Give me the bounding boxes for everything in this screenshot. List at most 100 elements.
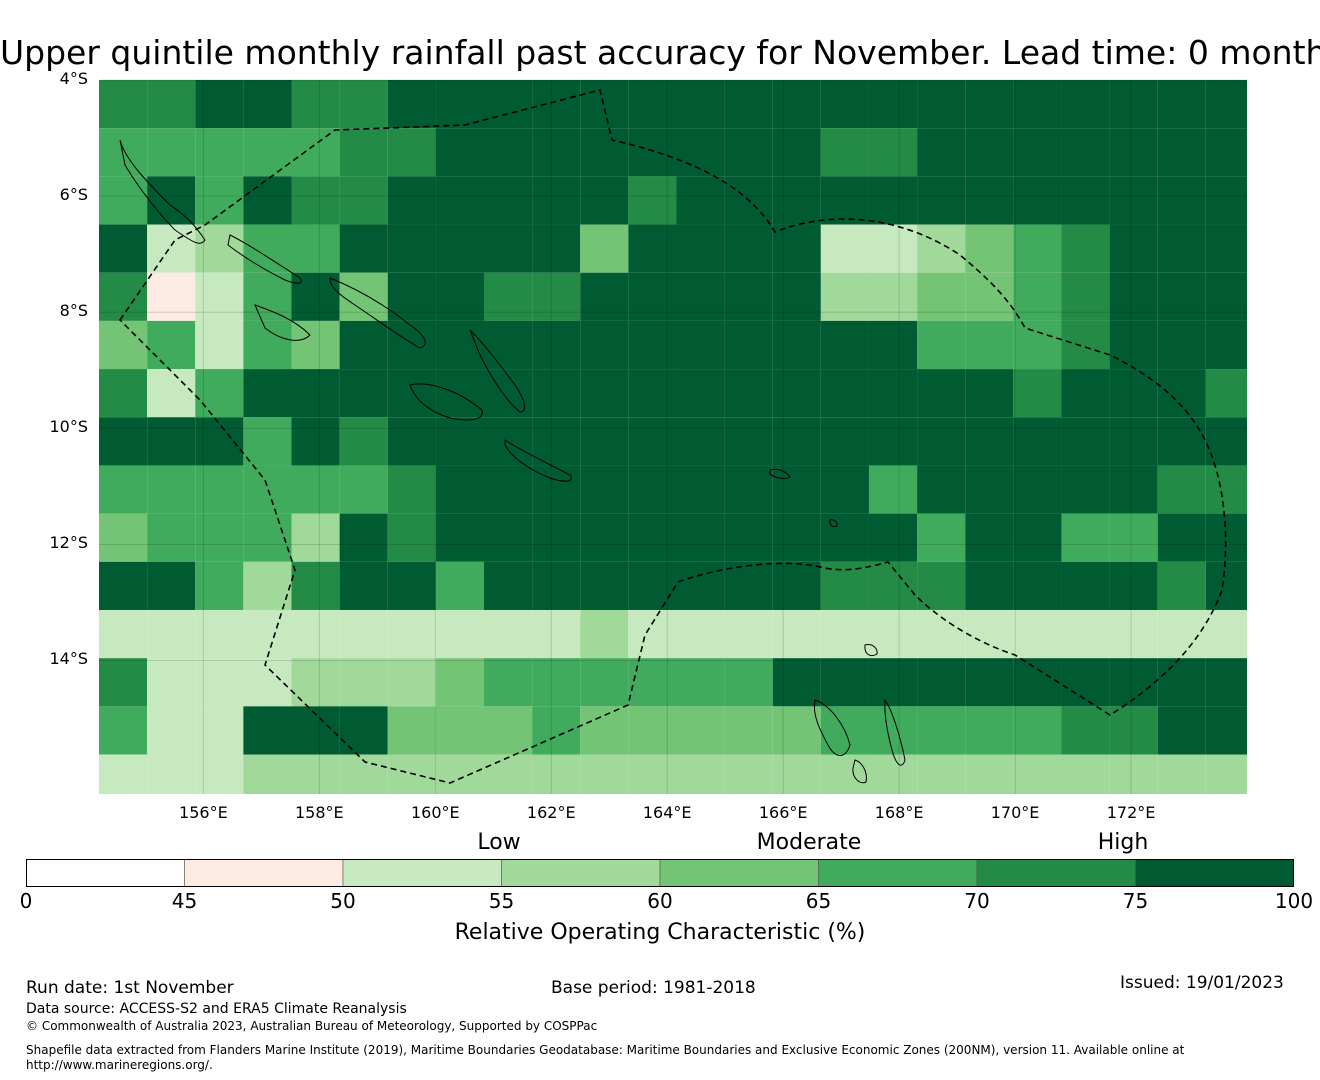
heatmap-cell xyxy=(195,224,244,273)
heatmap-cell xyxy=(772,320,821,370)
heatmap-cell xyxy=(243,561,292,610)
heatmap-cell xyxy=(1157,609,1206,659)
heatmap-cell xyxy=(917,80,966,129)
longitude-label: 164°E xyxy=(642,803,692,822)
colorbar-tick: 60 xyxy=(647,889,673,913)
heatmap-cell xyxy=(291,369,340,418)
shapefile-credit: Shapefile data extracted from Flanders M… xyxy=(26,1043,1185,1057)
heatmap-cell xyxy=(868,754,918,794)
heatmap-cell xyxy=(676,224,725,273)
heatmap-cell xyxy=(243,658,292,707)
island-outlines xyxy=(119,139,906,784)
run-date: Run date: 1st November xyxy=(26,978,234,998)
heatmap-cell xyxy=(772,272,821,321)
heatmap-cell xyxy=(339,128,388,177)
heatmap-cell xyxy=(532,80,581,129)
heatmap-cell xyxy=(772,754,821,794)
heatmap-cell xyxy=(532,609,581,659)
heatmap-cell xyxy=(1205,706,1247,755)
heatmap-cell xyxy=(1109,128,1158,177)
heatmap-cell xyxy=(195,706,244,755)
heatmap-cell xyxy=(195,561,244,610)
chart-title: Upper quintile monthly rainfall past acc… xyxy=(0,33,1320,72)
heatmap-cell xyxy=(1157,465,1206,514)
heatmap-cell xyxy=(1205,465,1247,514)
heatmap-cell xyxy=(628,513,677,562)
longitude-label: 170°E xyxy=(990,803,1040,822)
heatmap-cell xyxy=(1013,561,1062,610)
heatmap-cell xyxy=(1013,658,1062,707)
heatmap-cell xyxy=(676,754,725,794)
category-high-label: High xyxy=(1097,830,1149,855)
category-moderate-label: Moderate xyxy=(756,830,862,855)
heatmap-cell xyxy=(99,754,148,794)
heatmap-cell xyxy=(387,561,436,610)
heatmap-cell xyxy=(580,465,629,514)
heatmap-cell xyxy=(580,369,629,418)
heatmap-cell xyxy=(195,513,244,562)
heatmap-cell xyxy=(243,706,292,755)
heatmap-cell xyxy=(532,369,581,418)
heatmap-cell xyxy=(1205,176,1247,225)
heatmap-cell xyxy=(724,80,773,129)
heatmap-cell xyxy=(291,272,340,321)
heatmap-cell xyxy=(917,706,966,755)
heatmap-cell xyxy=(724,465,773,514)
heatmap-cell xyxy=(1205,80,1247,129)
heatmap-cell xyxy=(1157,658,1206,707)
heatmap-cell xyxy=(147,320,196,370)
longitude-label: 162°E xyxy=(526,803,576,822)
shapefile-url: http://www.marineregions.org/. xyxy=(26,1058,213,1072)
island-isabel xyxy=(329,277,426,349)
longitude-label: 156°E xyxy=(179,803,228,822)
heatmap-cell xyxy=(1109,417,1158,466)
heatmap-cell xyxy=(243,369,292,418)
heatmap-cell xyxy=(965,128,1014,177)
heatmap-cell xyxy=(628,369,677,418)
heatmap-cell xyxy=(1109,176,1158,225)
colorbar-tick: 55 xyxy=(488,889,515,913)
island-bougainville xyxy=(119,139,206,244)
heatmap-cell xyxy=(580,224,629,273)
heatmap-cell xyxy=(483,176,533,225)
heatmap-cell xyxy=(1157,706,1206,755)
heatmap-cell xyxy=(339,465,388,514)
heatmap-cell xyxy=(1109,320,1158,370)
heatmap-cell xyxy=(387,417,436,466)
heatmap-cell xyxy=(628,128,677,177)
heatmap-cell xyxy=(147,754,196,794)
heatmap-cell xyxy=(147,609,196,659)
heatmap-cell xyxy=(1013,513,1062,562)
heatmap-cell xyxy=(1061,369,1110,418)
heatmap-cell xyxy=(147,128,196,177)
heatmap-cell xyxy=(965,417,1014,466)
latitude-label: 10°S xyxy=(49,417,88,437)
heatmap-cell xyxy=(580,80,629,129)
heatmap-cell xyxy=(1013,706,1062,755)
heatmap-cell xyxy=(628,754,677,794)
heatmap-cell xyxy=(676,272,725,321)
heatmap-cell xyxy=(772,706,821,755)
island-malekula xyxy=(852,759,867,784)
heatmap-cell xyxy=(195,320,244,370)
colorbar-tick: 0 xyxy=(19,889,33,913)
heatmap-cell xyxy=(1205,513,1247,562)
heatmap-cell xyxy=(580,128,629,177)
heatmap-cell xyxy=(435,272,484,321)
heatmap-cell xyxy=(1109,754,1158,794)
heatmap-cell xyxy=(868,224,918,273)
heatmap-cell xyxy=(147,176,196,225)
heatmap-cell xyxy=(580,417,629,466)
heatmap-cell xyxy=(820,176,869,225)
heatmap-cell xyxy=(1013,320,1062,370)
heatmap-cell xyxy=(291,513,340,562)
heatmap-cell xyxy=(965,561,1014,610)
latitude-label: 14°S xyxy=(49,649,88,669)
heatmap-cell xyxy=(628,176,677,225)
heatmap-cell xyxy=(820,417,869,466)
heatmap-cell xyxy=(483,609,533,659)
heatmap-cell xyxy=(147,513,196,562)
heatmap-cell xyxy=(147,224,196,273)
heatmap-cell xyxy=(291,128,340,177)
heatmap-cell xyxy=(868,513,918,562)
